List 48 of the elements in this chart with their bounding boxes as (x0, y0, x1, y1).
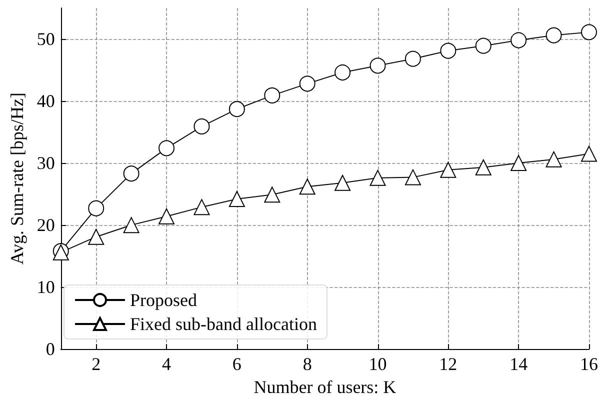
point (123, 217, 140, 234)
point (158, 140, 175, 156)
point (299, 76, 316, 92)
point (264, 186, 280, 203)
point (581, 24, 597, 40)
point (264, 87, 280, 104)
legend-label: Proposed (130, 290, 197, 310)
point (194, 118, 210, 134)
point (123, 166, 140, 182)
y-tick-label: 30 (36, 153, 55, 174)
point (546, 151, 562, 168)
point (440, 162, 456, 178)
point (228, 101, 245, 118)
x-tick-label: 4 (162, 354, 172, 374)
y-tick-label: 40 (36, 91, 55, 112)
point (546, 27, 562, 44)
y-tick-label: 0 (46, 339, 55, 360)
point (440, 42, 456, 59)
x-tick-label: 14 (510, 354, 528, 374)
y-tick-label: 20 (36, 215, 55, 236)
x-tick-label: 12 (439, 354, 458, 374)
point (334, 174, 351, 191)
point (334, 64, 351, 80)
point (88, 228, 104, 245)
point (88, 200, 104, 216)
point (510, 155, 527, 172)
point (475, 38, 492, 54)
point (370, 170, 386, 186)
x-tick-label: 8 (302, 354, 312, 374)
x-tick-label: 10 (368, 354, 387, 374)
y-tick-label: 10 (36, 277, 55, 298)
point (510, 32, 527, 48)
point (299, 178, 316, 195)
x-tick-label: 2 (92, 354, 101, 374)
point (404, 50, 421, 67)
point (370, 58, 386, 74)
point (194, 199, 210, 216)
x-axis-title: Number of users: K (254, 377, 396, 397)
y-tick-label: 50 (36, 29, 55, 50)
point (228, 191, 245, 208)
legend-label: Fixed sub-band allocation (130, 314, 317, 334)
x-tick-label: 16 (580, 354, 598, 374)
point (475, 159, 492, 176)
point (404, 169, 421, 186)
point (158, 208, 175, 224)
x-tick-label: 6 (232, 354, 242, 374)
y-axis-title: Avg. Sum-rate [bps/Hz] (7, 92, 27, 265)
point (581, 146, 597, 162)
